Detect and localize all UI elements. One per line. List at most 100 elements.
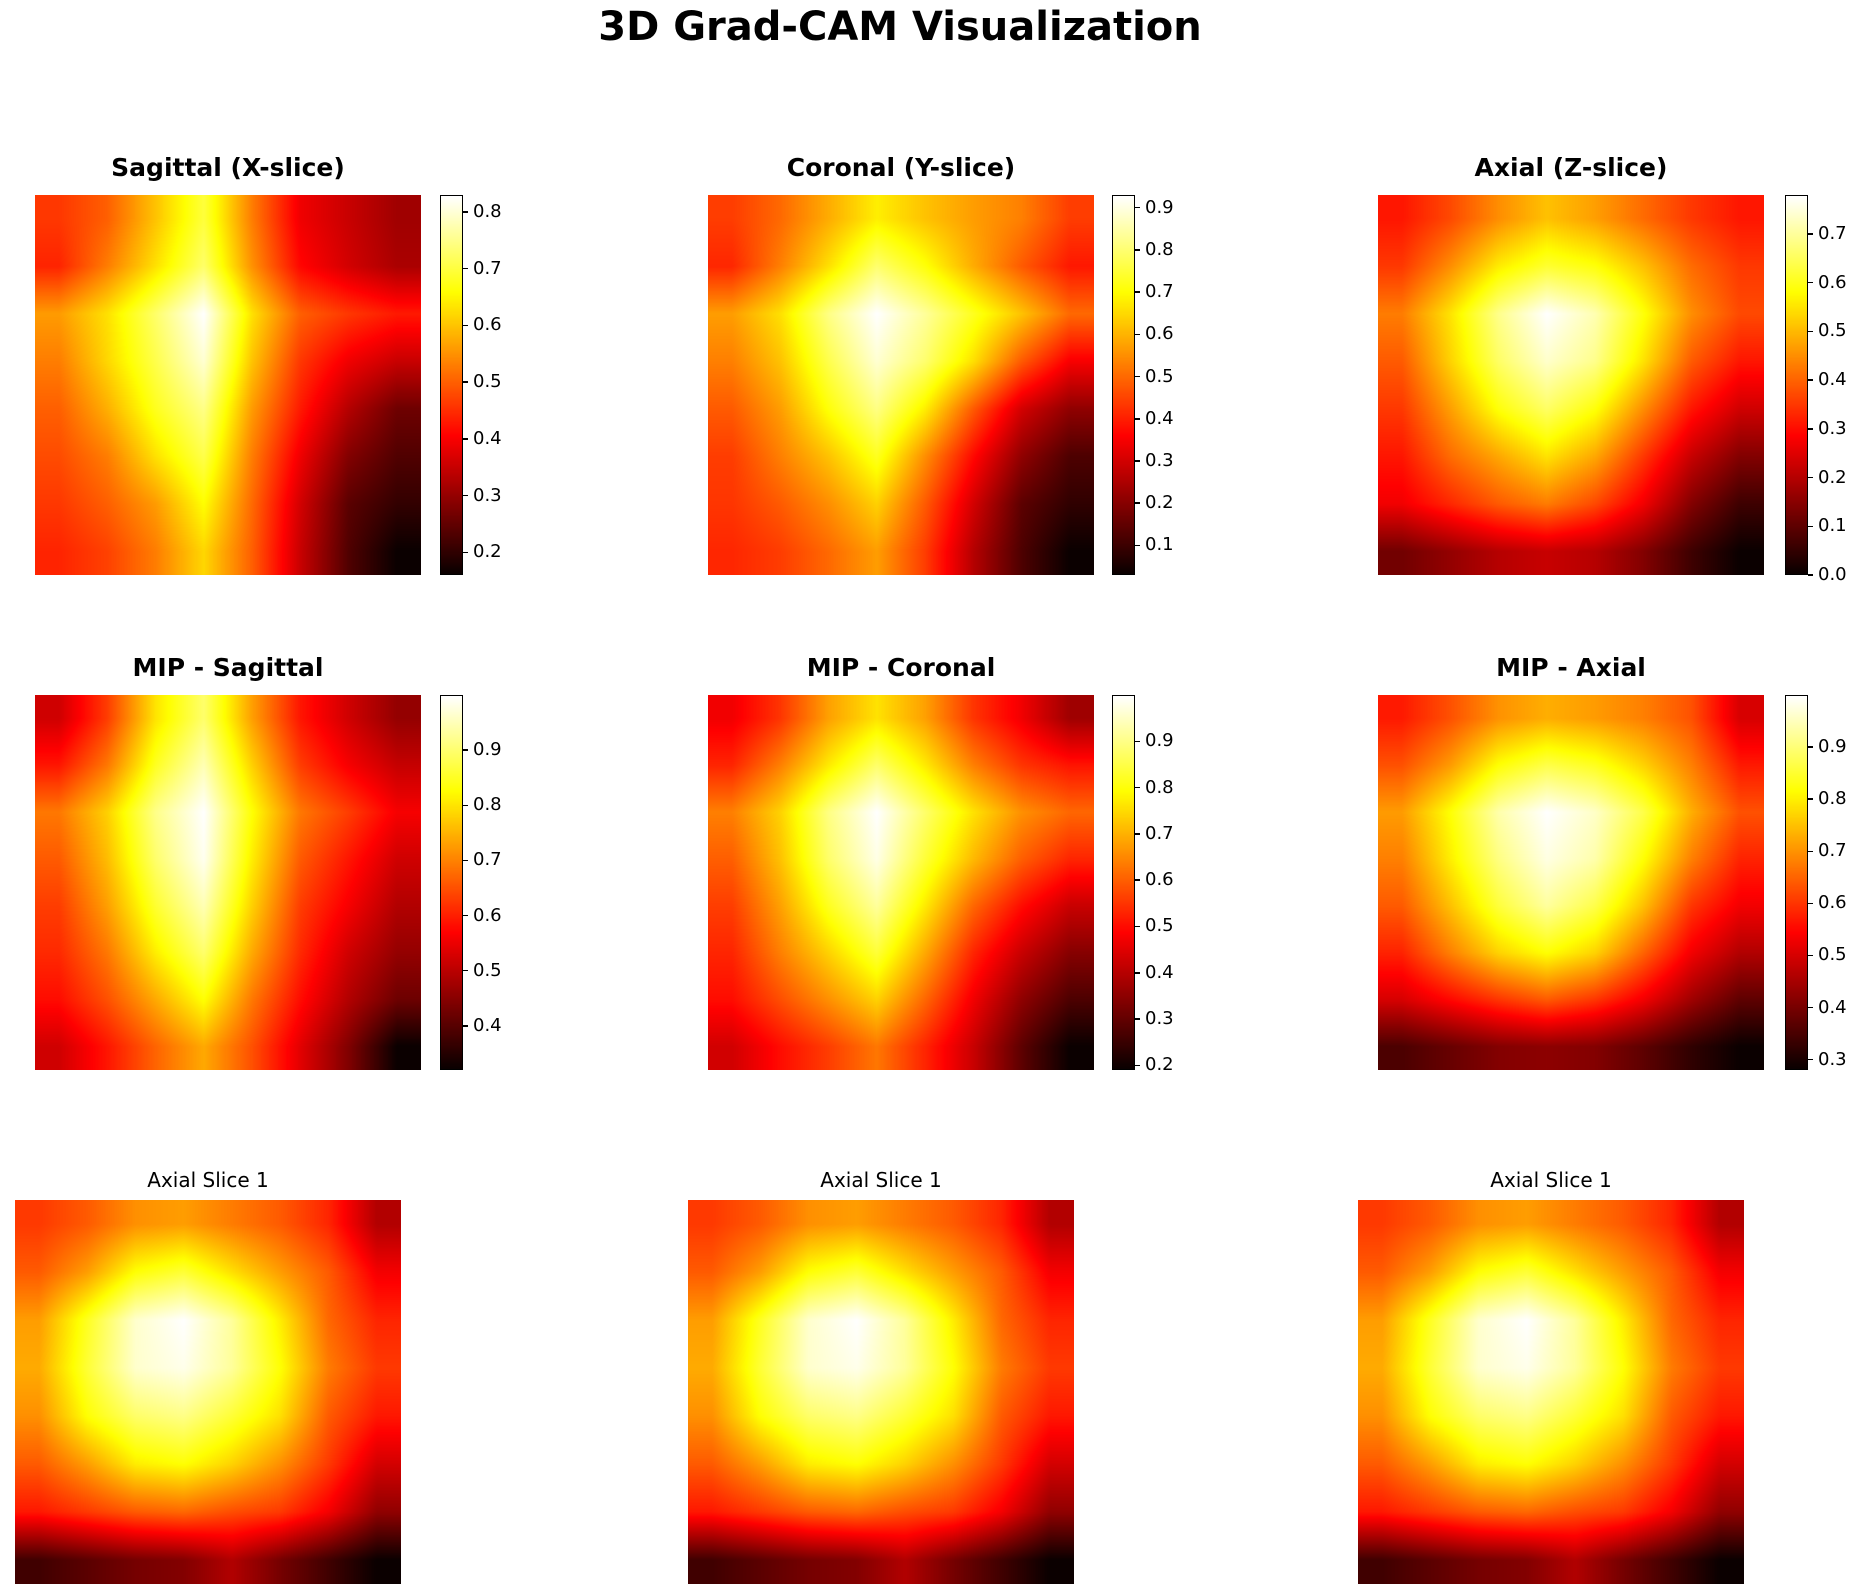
heatmap-image: [1358, 1200, 1744, 1584]
colorbar-tick-label: 0.4: [1145, 961, 1174, 983]
colorbar-gradient: [1113, 696, 1134, 1069]
colorbar-tick-label: 0.8: [1145, 238, 1174, 260]
heatmap-image: [35, 695, 421, 1070]
colorbar-tick-label: 0.5: [1145, 915, 1174, 937]
subplot-title: Coronal (Y-slice): [786, 153, 1016, 182]
colorbar-tick-mark: [463, 551, 468, 554]
colorbar-gradient: [441, 196, 462, 574]
colorbar-tick-mark: [1135, 291, 1140, 293]
colorbar-tick-mark: [463, 381, 468, 383]
colorbar-tick-mark: [1135, 418, 1140, 420]
subplot-title: Axial (Z-slice): [1474, 153, 1668, 182]
colorbar-tick-mark: [1135, 833, 1140, 835]
colorbar-tick-mark: [1135, 206, 1140, 209]
colorbar-tick-label: 0.0: [1818, 564, 1847, 585]
colorbar-tick-label: 0.5: [473, 959, 502, 981]
colorbar-gradient: [1113, 196, 1134, 574]
colorbar-tick-mark: [1808, 1058, 1813, 1061]
colorbar-tick-mark: [1808, 476, 1813, 479]
colorbar-gradient: [1786, 196, 1807, 574]
colorbar-tick-mark: [463, 438, 468, 440]
heatmap-image: [1378, 195, 1764, 575]
colorbar-tick-mark: [463, 494, 468, 497]
colorbar-tick-mark: [1135, 879, 1140, 881]
colorbar-tick-label: 0.5: [1145, 365, 1174, 387]
heatmap-image: [708, 195, 1094, 575]
colorbar-tick-mark: [1135, 972, 1140, 974]
colorbar-tick-label: 0.2: [1818, 466, 1847, 488]
colorbar: [1785, 195, 1808, 575]
colorbar-tick-label: 0.1: [1818, 515, 1847, 537]
heatmap-image: [35, 195, 421, 575]
colorbar: [440, 195, 463, 575]
colorbar-tick-label: 0.6: [1818, 271, 1847, 293]
colorbar-tick-label: 0.4: [1818, 996, 1847, 1018]
colorbar-tick-label: 0.3: [1145, 450, 1174, 471]
colorbar-tick-label: 0.3: [1145, 1008, 1174, 1030]
colorbar-tick-mark: [1808, 954, 1813, 957]
colorbar-tick-label: 0.7: [473, 257, 502, 279]
colorbar: [1112, 695, 1135, 1070]
colorbar-tick-label: 0.9: [473, 739, 502, 761]
colorbar-tick-mark: [463, 267, 468, 270]
colorbar-tick-label: 0.2: [1145, 492, 1174, 514]
colorbar-tick-mark: [1135, 925, 1140, 928]
colorbar-tick-label: 0.8: [1145, 776, 1174, 798]
subplot-title: Sagittal (X-slice): [111, 153, 345, 182]
colorbar-tick-mark: [1135, 1064, 1140, 1067]
colorbar-tick-label: 0.8: [473, 201, 502, 222]
colorbar-tick-label: 0.6: [1145, 869, 1174, 891]
subplot-title: Axial Slice 1: [820, 1168, 942, 1192]
colorbar-tick-mark: [1808, 1006, 1813, 1009]
subplot-title: Axial Slice 1: [147, 1168, 269, 1192]
colorbar-tick-label: 0.2: [1145, 1054, 1174, 1076]
colorbar-tick-mark: [1808, 428, 1813, 430]
colorbar-tick-label: 0.4: [1145, 407, 1174, 429]
colorbar-tick-mark: [1808, 850, 1813, 852]
colorbar-tick-mark: [1135, 786, 1140, 789]
colorbar-tick-mark: [463, 749, 468, 751]
colorbar-gradient: [1786, 696, 1807, 1069]
colorbar-tick-label: 0.4: [1818, 369, 1847, 391]
subplot-title: MIP - Coronal: [806, 653, 996, 682]
colorbar-tick-label: 0.6: [473, 904, 502, 926]
subplot-title: MIP - Axial: [1496, 653, 1646, 682]
colorbar-tick-mark: [1808, 798, 1813, 800]
heatmap-image: [1378, 695, 1764, 1070]
colorbar-tick-label: 0.5: [1818, 320, 1847, 342]
colorbar-tick-label: 0.8: [1818, 788, 1847, 810]
colorbar-tick-label: 0.1: [1145, 534, 1174, 556]
colorbar-tick-mark: [463, 914, 468, 917]
colorbar-tick-mark: [1808, 233, 1813, 235]
colorbar-tick-label: 0.9: [1145, 730, 1174, 752]
colorbar: [1785, 695, 1808, 1070]
heatmap-image: [688, 1200, 1074, 1584]
colorbar-tick-mark: [1135, 460, 1140, 462]
heatmap-image: [15, 1200, 401, 1584]
colorbar-tick-mark: [1808, 525, 1813, 528]
colorbar-tick-mark: [1808, 281, 1813, 284]
colorbar-tick-label: 0.2: [473, 541, 502, 563]
colorbar-tick-label: 0.7: [473, 849, 502, 871]
colorbar-tick-mark: [463, 804, 468, 807]
colorbar-tick-mark: [1808, 902, 1813, 905]
colorbar-tick-mark: [1135, 375, 1140, 378]
colorbar-tick-label: 0.5: [1818, 944, 1847, 966]
colorbar-tick-mark: [1135, 333, 1140, 336]
colorbar-tick-label: 0.4: [473, 1014, 502, 1036]
colorbar-tick-mark: [1135, 544, 1140, 547]
colorbar-tick-label: 0.7: [1818, 840, 1847, 862]
colorbar-tick-mark: [463, 859, 468, 862]
colorbar-tick-label: 0.3: [473, 484, 502, 506]
subplot-title: MIP - Sagittal: [132, 653, 324, 682]
colorbar-tick-label: 0.5: [473, 371, 502, 393]
